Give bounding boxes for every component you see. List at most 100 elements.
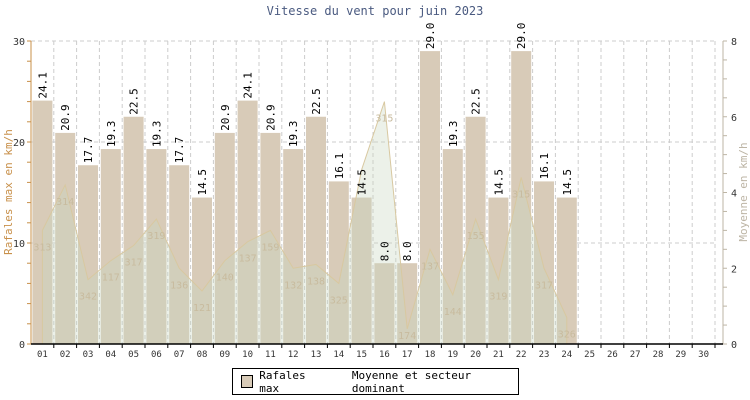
x-tick-label-24: 24: [561, 350, 572, 360]
direction-label-14: 325: [330, 295, 348, 306]
x-tick-label-23: 23: [539, 350, 550, 360]
x-tick-label-28: 28: [653, 350, 664, 360]
bar-15: [351, 197, 372, 344]
x-tick-label-25: 25: [584, 350, 595, 360]
x-tick-label-15: 15: [356, 350, 367, 360]
bar-value-label-07: 17.7: [173, 137, 186, 164]
bar-value-label-15: 14.5: [356, 169, 369, 196]
bar-12: [283, 149, 304, 344]
x-tick-label-18: 18: [425, 350, 436, 360]
bar-value-label-20: 22.5: [470, 88, 483, 115]
bar-02: [55, 132, 76, 344]
bar-value-label-21: 14.5: [492, 169, 505, 196]
bar-01: [32, 100, 53, 344]
direction-label-08: 121: [193, 303, 211, 314]
bar-value-label-16: 8.0: [378, 241, 391, 261]
y-tick-label-left: 20: [13, 138, 25, 149]
bar-value-label-02: 20.9: [59, 104, 72, 131]
bar-value-label-17: 8.0: [401, 241, 414, 261]
x-tick-label-07: 07: [174, 350, 185, 360]
bar-14: [328, 181, 349, 344]
y-tick-label-right: 6: [731, 113, 737, 124]
direction-label-18: 137: [421, 261, 439, 272]
x-tick-label-29: 29: [675, 350, 686, 360]
bar-value-label-12: 19.3: [287, 121, 300, 148]
direction-label-11: 159: [261, 242, 279, 253]
x-tick-label-14: 14: [333, 350, 344, 360]
x-tick-label-13: 13: [311, 350, 322, 360]
bar-value-label-24: 14.5: [561, 169, 574, 196]
direction-label-10: 137: [239, 254, 257, 265]
y-tick-label-left: 30: [13, 37, 25, 48]
bar-11: [260, 132, 281, 344]
bar-value-label-01: 24.1: [36, 72, 49, 99]
bar-value-label-22: 29.0: [515, 23, 528, 50]
bar-value-label-10: 24.1: [242, 72, 255, 99]
x-tick-label-17: 17: [402, 350, 413, 360]
direction-label-16: 315: [375, 114, 393, 125]
x-tick-label-06: 06: [151, 350, 162, 360]
y-tick-label-left: 10: [13, 239, 25, 250]
bar-value-label-06: 19.3: [150, 121, 163, 148]
bar-20: [465, 116, 486, 344]
y-axis-left-label: Rafales max en km/h: [2, 129, 15, 255]
direction-label-17: 174: [398, 331, 416, 342]
x-tick-label-30: 30: [698, 350, 709, 360]
direction-label-09: 140: [216, 273, 234, 284]
x-tick-label-05: 05: [128, 350, 139, 360]
x-tick-label-09: 09: [219, 350, 230, 360]
direction-label-07: 136: [170, 280, 188, 291]
x-tick-label-27: 27: [630, 350, 641, 360]
bar-value-label-13: 22.5: [310, 88, 323, 115]
direction-label-12: 132: [284, 280, 302, 291]
bar-08: [192, 197, 212, 344]
direction-label-23: 317: [535, 280, 553, 291]
direction-label-01: 313: [33, 242, 51, 253]
x-tick-label-21: 21: [493, 350, 504, 360]
bar-09: [214, 132, 235, 344]
bar-23: [534, 181, 554, 344]
bar-value-label-04: 19.3: [105, 121, 118, 148]
y-tick-label-left: 0: [19, 340, 25, 351]
direction-label-02: 314: [56, 197, 74, 208]
bar-13: [306, 116, 326, 344]
x-tick-label-03: 03: [83, 350, 94, 360]
direction-label-22: 315: [512, 189, 530, 200]
bar-05: [123, 116, 144, 344]
x-tick-label-26: 26: [607, 350, 618, 360]
y-tick-label-right: 8: [731, 37, 737, 48]
average-area: [41, 101, 568, 345]
bar-18: [420, 51, 440, 344]
bar-value-label-19: 19.3: [447, 121, 460, 148]
y-tick-label-right: 0: [731, 340, 737, 351]
x-tick-label-08: 08: [197, 350, 208, 360]
direction-label-20: 155: [467, 231, 485, 242]
bar-value-label-18: 29.0: [424, 23, 437, 50]
bar-21: [488, 197, 509, 344]
legend-item-area: Moyenne et secteur dominant: [351, 368, 472, 395]
bar-10: [237, 100, 258, 344]
x-tick-label-12: 12: [288, 350, 299, 360]
direction-label-24: 326: [558, 329, 576, 340]
chart-title: Vitesse du vent pour juin 2023: [267, 4, 484, 18]
bar-value-label-03: 17.7: [82, 137, 95, 164]
bar-value-label-09: 20.9: [219, 104, 232, 131]
y-tick-label-right: 2: [731, 264, 737, 275]
legend: Rafales max Moyenne et secteur dominant: [232, 368, 519, 395]
x-tick-label-04: 04: [105, 350, 116, 360]
x-tick-label-01: 01: [37, 350, 48, 360]
bar-07: [169, 165, 190, 344]
direction-label-05: 317: [125, 258, 143, 269]
x-tick-label-10: 10: [242, 350, 253, 360]
direction-label-06: 319: [147, 231, 165, 242]
bar-03: [78, 165, 98, 344]
bar-value-label-05: 22.5: [128, 88, 141, 115]
x-tick-label-11: 11: [265, 350, 276, 360]
direction-label-13: 138: [307, 276, 325, 287]
x-tick-label-22: 22: [516, 350, 527, 360]
y-axis-right-label: Moyenne en km/h: [737, 142, 750, 241]
legend-swatch-bar: [241, 375, 254, 388]
direction-label-19: 144: [444, 307, 462, 318]
